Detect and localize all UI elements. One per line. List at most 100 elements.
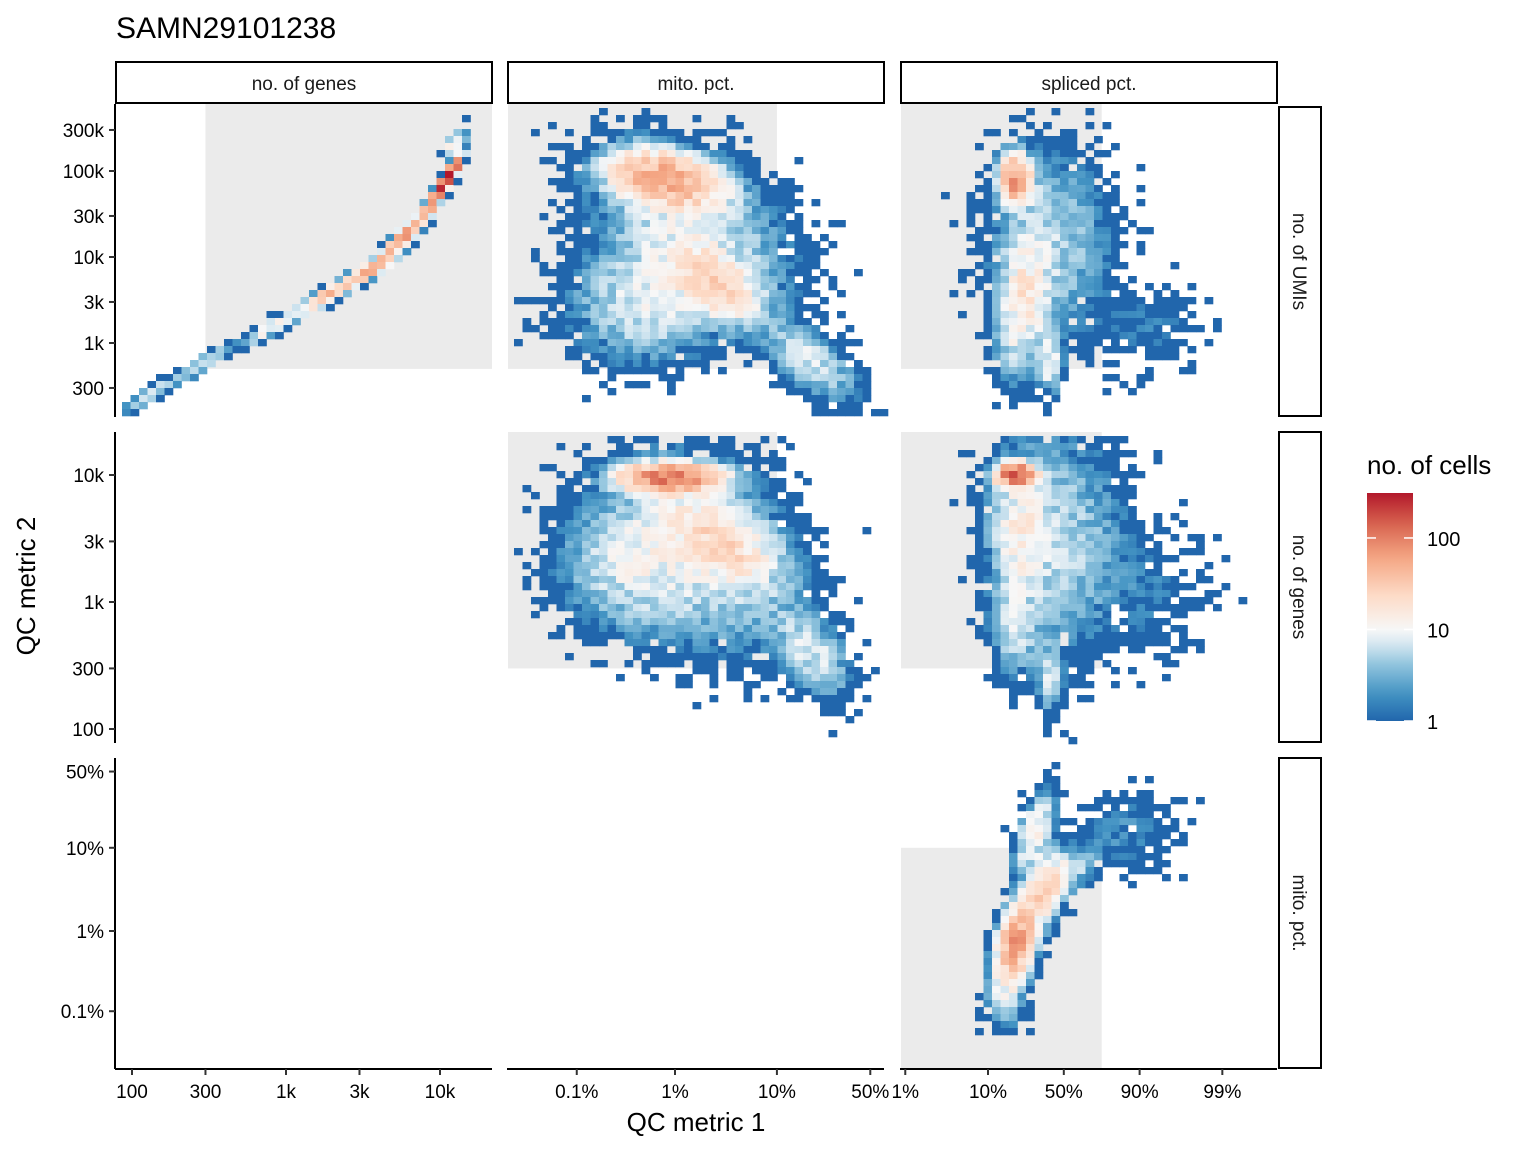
heatmap-bin [1102, 541, 1112, 549]
heatmap-bin [992, 590, 1001, 598]
heatmap-bin [811, 199, 821, 207]
heatmap-bin [616, 297, 625, 305]
heatmap-bin [684, 541, 693, 549]
heatmap-bin [590, 625, 600, 633]
heatmap-bin [1043, 695, 1052, 703]
heatmap-bin [590, 241, 600, 249]
heatmap-bin [684, 436, 693, 444]
heatmap-bin [777, 297, 787, 305]
heatmap-bin [181, 374, 191, 382]
heatmap-bin [658, 625, 668, 633]
heatmap-bin [735, 597, 744, 605]
heatmap-bin [556, 318, 566, 326]
heatmap-bin [975, 632, 984, 640]
heatmap-bin [624, 318, 634, 326]
heatmap-bin [769, 325, 778, 333]
heatmap-bin [760, 262, 770, 270]
heatmap-bin [650, 653, 659, 661]
heatmap-bin [599, 178, 608, 186]
heatmap-bin [590, 541, 600, 549]
heatmap-bin [556, 241, 566, 249]
heatmap-bin [718, 171, 727, 179]
heatmap-bin [1153, 457, 1163, 465]
heatmap-bin [1094, 625, 1103, 633]
heatmap-bin [1000, 937, 1010, 945]
heatmap-bin [854, 360, 863, 368]
heatmap-bin [633, 143, 642, 151]
heatmap-bin [735, 534, 744, 542]
heatmap-bin [1068, 185, 1078, 193]
heatmap-bin [582, 625, 591, 633]
heatmap-bin [692, 269, 702, 277]
heatmap-bin [854, 367, 863, 375]
heatmap-bin [828, 639, 838, 647]
heatmap-bin [1102, 269, 1112, 277]
heatmap-bin [1051, 471, 1061, 479]
heatmap-bin [1051, 108, 1061, 116]
heatmap-bin [769, 527, 778, 535]
heatmap-bin [803, 576, 812, 584]
heatmap-bin [1153, 304, 1163, 312]
heatmap-bin [377, 269, 386, 277]
heatmap-bin [684, 611, 693, 619]
heatmap-bin [582, 527, 591, 535]
heatmap-bin [1051, 583, 1061, 591]
heatmap-bin [718, 318, 727, 326]
heatmap-bin [992, 667, 1001, 675]
heatmap-bin [1145, 804, 1154, 812]
heatmap-bin [1111, 576, 1120, 584]
heatmap-bin [650, 562, 659, 570]
heatmap-bin [607, 290, 617, 298]
heatmap-bin [1136, 297, 1146, 305]
heatmap-bin [760, 618, 770, 626]
heatmap-bin [658, 513, 668, 521]
heatmap-bin [1043, 555, 1052, 563]
heatmap-bin [692, 513, 702, 521]
heatmap-bin [743, 541, 753, 549]
heatmap-bin [752, 583, 761, 591]
heatmap-bin [590, 290, 600, 298]
heatmap-bin [1077, 290, 1086, 298]
heatmap-bin [1026, 353, 1035, 361]
heatmap-bin [684, 555, 693, 563]
heatmap-bin [1000, 902, 1010, 910]
heatmap-bin [692, 534, 702, 542]
heatmap-bin [607, 562, 617, 570]
panel-1-1 [508, 432, 880, 738]
heatmap-bin [667, 485, 676, 493]
heatmap-bin [582, 241, 591, 249]
heatmap-bin [1000, 283, 1010, 291]
heatmap-bin [1026, 986, 1035, 994]
heatmap-bin [992, 604, 1001, 612]
heatmap-bin [726, 227, 736, 235]
heatmap-bin [735, 283, 744, 291]
heatmap-bin [1102, 618, 1112, 626]
heatmap-bin [1102, 534, 1112, 542]
heatmap-bin [1102, 790, 1112, 798]
heatmap-bin [992, 457, 1001, 465]
heatmap-bin [607, 164, 617, 172]
heatmap-bin [1051, 702, 1061, 710]
heatmap-bin [1051, 804, 1061, 812]
heatmap-bin [1009, 192, 1018, 200]
heatmap-bin [1034, 143, 1044, 151]
heatmap-bin [1119, 227, 1129, 235]
heatmap-bin [992, 909, 1001, 917]
heatmap-bin [436, 192, 446, 200]
heatmap-bin [811, 346, 821, 354]
heatmap-bin [1111, 527, 1120, 535]
heatmap-bin [1060, 276, 1069, 284]
heatmap-bin [1068, 220, 1078, 228]
heatmap-bin [1000, 360, 1010, 368]
heatmap-bin [1119, 846, 1129, 854]
heatmap-bin [624, 506, 634, 514]
heatmap-bin [599, 311, 608, 319]
heatmap-bin [983, 248, 993, 256]
heatmap-bin [667, 562, 676, 570]
heatmap-bin [949, 220, 959, 228]
heatmap-bin [590, 262, 600, 270]
heatmap-bin [1051, 192, 1061, 200]
heatmap-bin [599, 506, 608, 514]
heatmap-bin [582, 171, 591, 179]
heatmap-bin [1128, 555, 1137, 563]
